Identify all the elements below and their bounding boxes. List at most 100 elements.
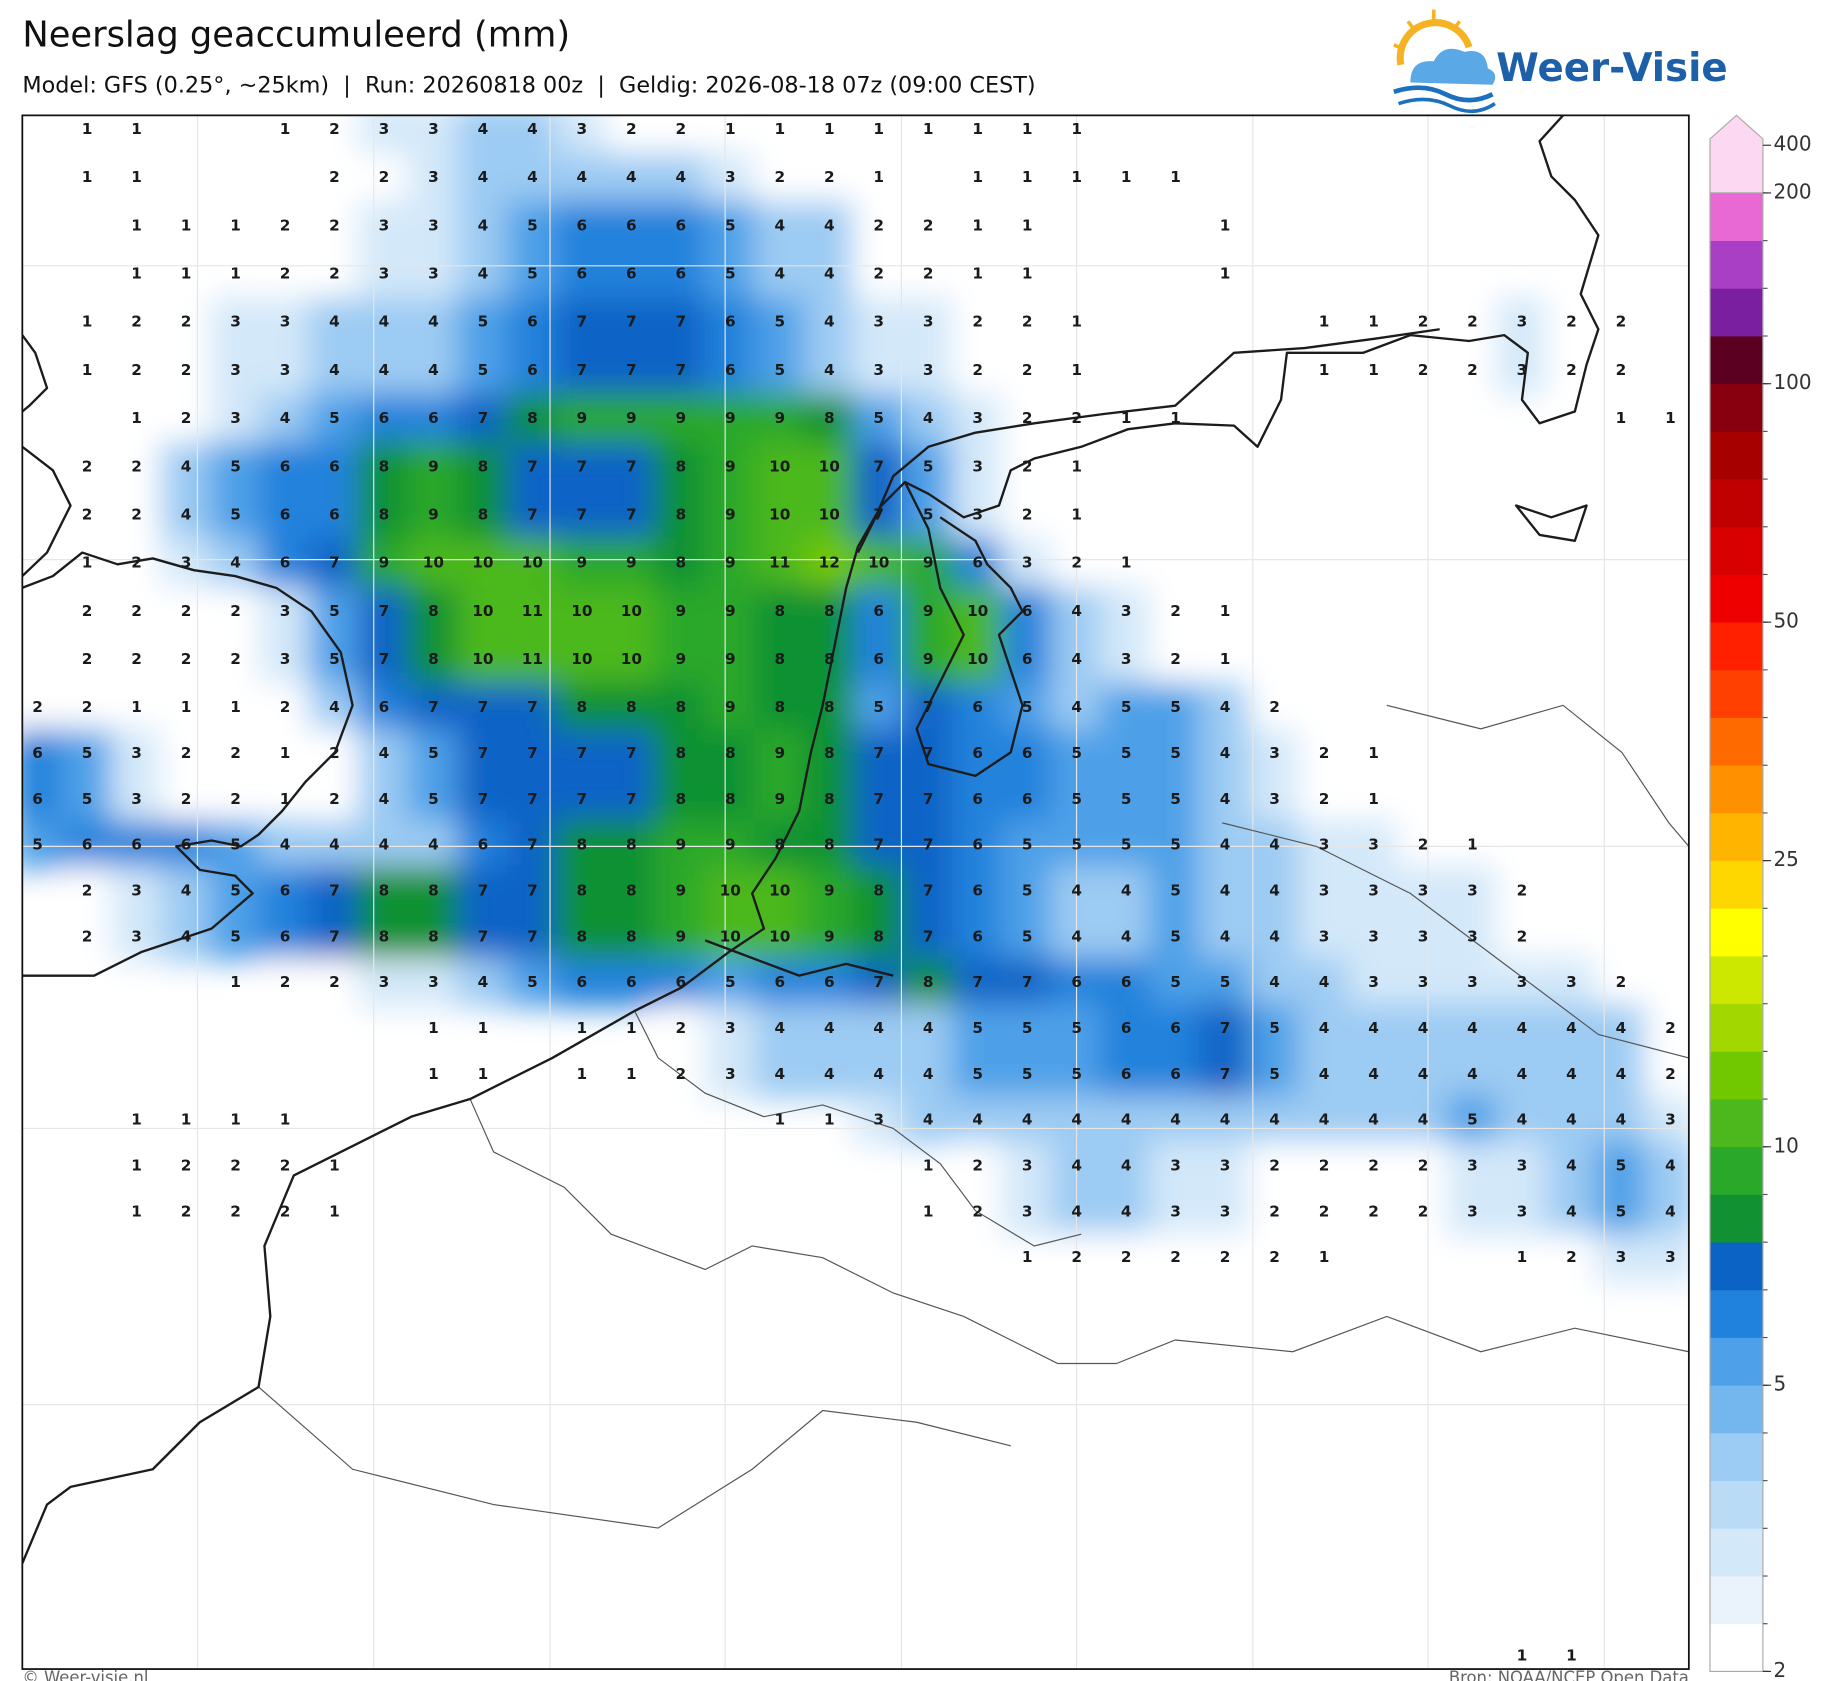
grid-value: 4 (527, 120, 538, 138)
grid-value: 4 (1121, 1202, 1132, 1220)
colorbar-segment (1710, 192, 1763, 241)
field-cell (704, 634, 757, 685)
field-cell (61, 820, 113, 870)
field-cell (407, 912, 460, 962)
field-cell (259, 912, 311, 962)
grid-value: 5 (1022, 927, 1033, 945)
field-cell (61, 490, 113, 540)
grid-value: 10 (571, 650, 592, 668)
field-cell (358, 538, 410, 588)
field-cell (160, 586, 212, 637)
grid-value: 2 (1071, 409, 1082, 427)
field-cell (803, 442, 856, 492)
grid-value: 1 (1368, 790, 1379, 808)
field-cell (1149, 1141, 1202, 1191)
field-cell (852, 820, 905, 870)
field-cell (22, 774, 64, 825)
grid-value: 3 (1368, 927, 1379, 945)
field-cell (852, 728, 905, 779)
field-cell (1199, 1141, 1251, 1191)
field-cell (1298, 820, 1350, 870)
grid-value: 2 (181, 361, 192, 379)
field-cell (704, 490, 757, 540)
grid-value: 2 (824, 168, 835, 186)
grid-value: 5 (1022, 1019, 1033, 1037)
grid-value: 3 (131, 790, 142, 808)
field-cell (1100, 958, 1152, 1008)
field-cell (605, 393, 658, 444)
colorbar-segment (1710, 622, 1763, 671)
grid-value: 5 (1170, 882, 1181, 900)
colorbar-segment (1710, 717, 1763, 766)
grid-value: 1 (1121, 168, 1132, 186)
grid-value: 4 (824, 216, 835, 234)
grid-value: 1 (1517, 1647, 1528, 1665)
grid-value: 2 (1319, 1202, 1330, 1220)
field-cell (1298, 958, 1350, 1008)
field-cell (605, 866, 658, 916)
grid-value: 4 (379, 790, 390, 808)
field-cell (1298, 1141, 1350, 1191)
grid-value: 4 (1220, 882, 1231, 900)
grid-value: 1 (181, 265, 192, 283)
field-cell (358, 297, 410, 347)
grid-value: 2 (972, 1157, 983, 1175)
field-cell (852, 634, 905, 685)
field-cell (457, 393, 509, 444)
field-cell (457, 442, 509, 492)
field-cell (110, 774, 163, 825)
field-cell (951, 442, 1004, 492)
field-cell (358, 490, 410, 540)
grid-value: 10 (769, 882, 790, 900)
grid-value: 8 (626, 927, 637, 945)
field-cell (1545, 1187, 1598, 1237)
field-cell (803, 393, 856, 444)
grid-value: 1 (1220, 216, 1231, 234)
grid-value: 2 (131, 505, 142, 523)
field-cell (556, 586, 608, 637)
field-cell (1001, 393, 1054, 444)
grid-value: 4 (1071, 1202, 1082, 1220)
field-cell (1446, 1187, 1499, 1237)
grid-value: 3 (131, 927, 142, 945)
field-cell (1100, 634, 1152, 685)
field-cell (1446, 1003, 1499, 1054)
grid-value: 6 (1121, 1019, 1132, 1037)
field-cell (753, 728, 806, 779)
field-cell (753, 958, 806, 1008)
field-cell (259, 1141, 311, 1191)
field-cell (1545, 297, 1598, 347)
field-cell (654, 297, 707, 347)
grid-value: 4 (1269, 1111, 1280, 1129)
grid-value: 6 (577, 265, 588, 283)
grid-value: 9 (725, 505, 736, 523)
grid-value: 1 (82, 168, 93, 186)
grid-value: 9 (824, 927, 835, 945)
field-cell (556, 297, 608, 347)
field-cell (1199, 774, 1251, 825)
field-cell (1496, 1003, 1548, 1054)
grid-value: 4 (181, 927, 192, 945)
grid-value: 1 (329, 1157, 340, 1175)
grid-value: 6 (1121, 973, 1132, 991)
grid-value: 1 (725, 120, 736, 138)
colorbar-segment (1710, 240, 1763, 289)
grid-value: 9 (676, 927, 687, 945)
grid-value: 3 (1418, 927, 1429, 945)
grid-value: 3 (280, 313, 291, 331)
field-cell (358, 958, 410, 1008)
footer-credit: © Weer-visie.nl (22, 1668, 148, 1681)
field-cell (22, 728, 64, 779)
field-cell (654, 152, 707, 203)
field-cell (654, 912, 707, 962)
grid-value: 6 (1071, 973, 1082, 991)
grid-value: 4 (1071, 1157, 1082, 1175)
colorbar-segment (1710, 574, 1763, 623)
field-cell (704, 586, 757, 637)
grid-value: 8 (676, 698, 687, 716)
grid-value: 8 (379, 457, 390, 475)
grid-value: 7 (1220, 1019, 1231, 1037)
grid-value: 1 (972, 265, 983, 283)
field-cell (951, 820, 1004, 870)
grid-value: 3 (1170, 1157, 1181, 1175)
